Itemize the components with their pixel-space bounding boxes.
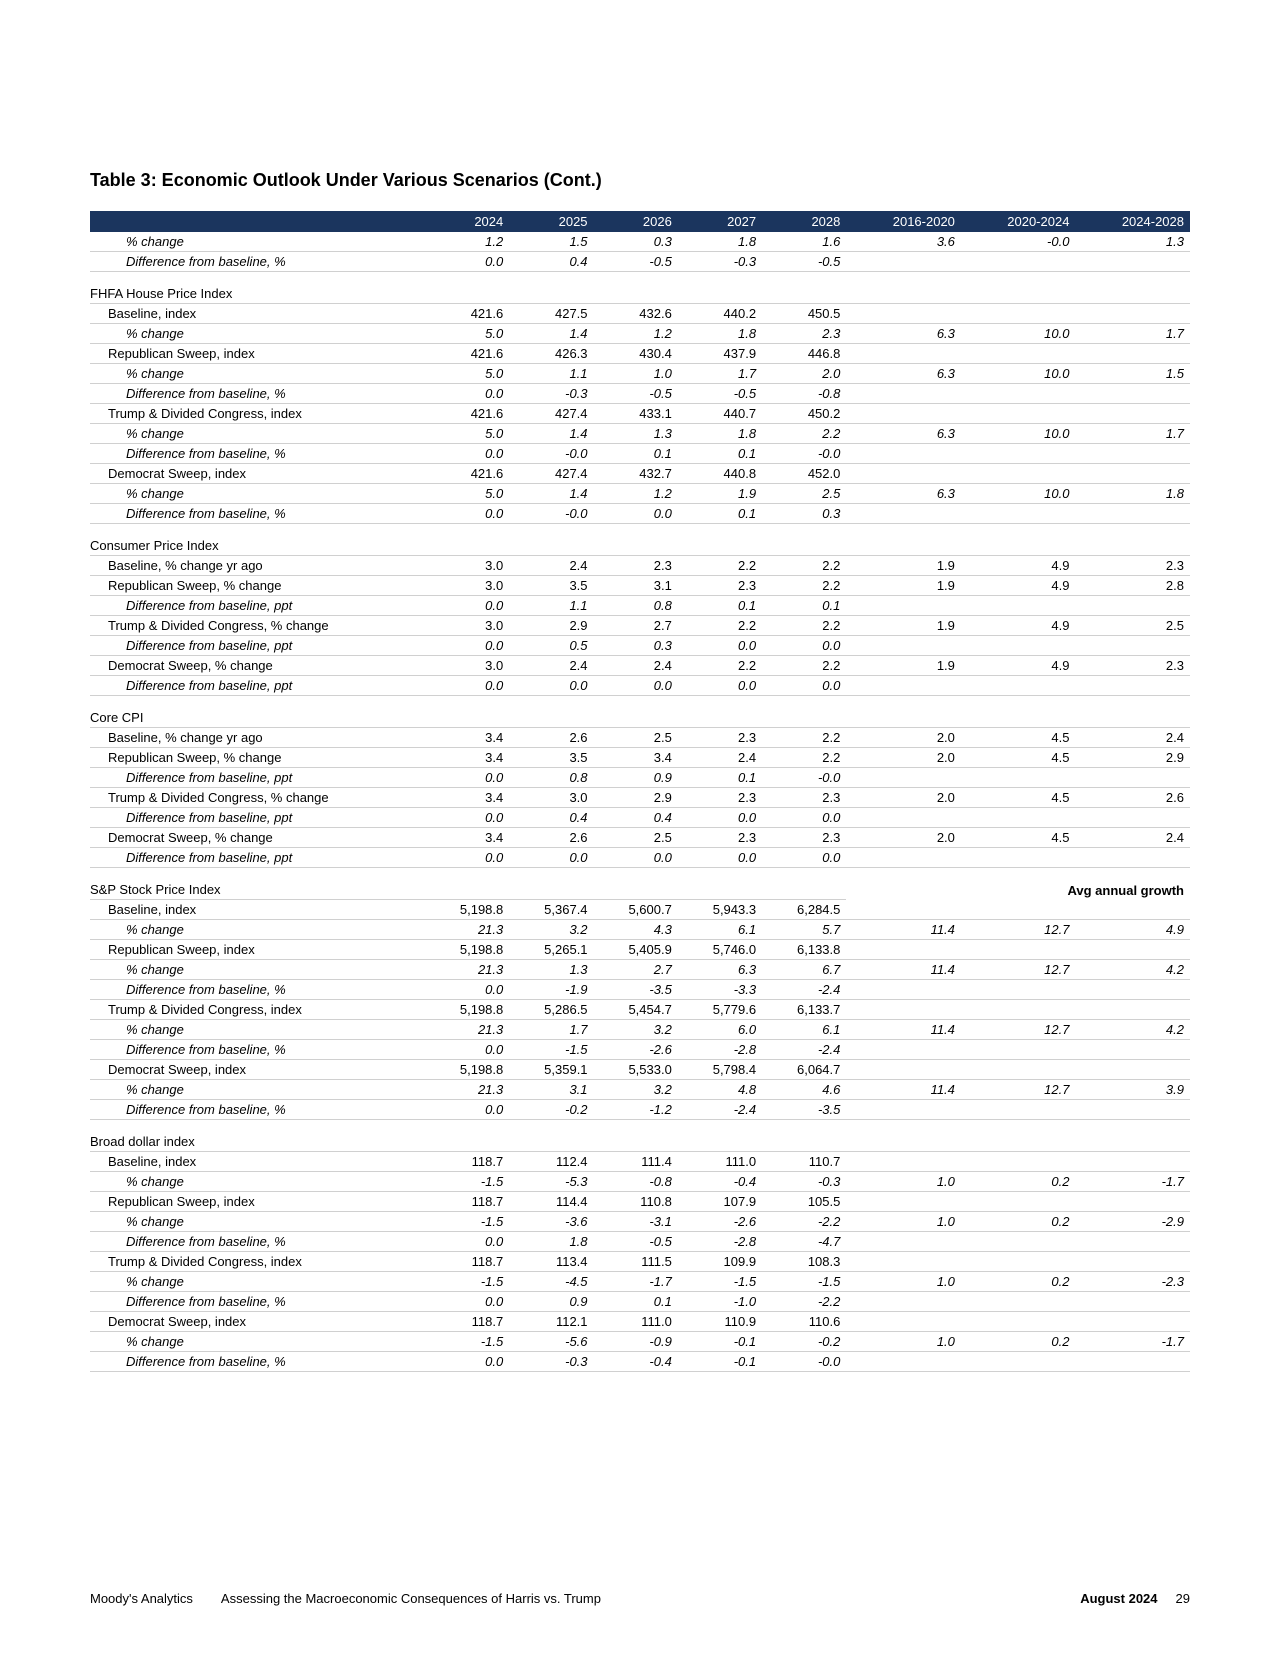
col-header: 2024-2028 [1075,211,1190,232]
table-row: Difference from baseline, %0.0-1.9-3.5-3… [90,980,1190,1000]
table-row: % change5.01.11.01.72.06.310.01.5 [90,364,1190,384]
table-row: % change-1.5-3.6-3.1-2.6-2.21.00.2-2.9 [90,1212,1190,1232]
table-row: % change21.31.32.76.36.711.412.74.2 [90,960,1190,980]
table-row: Republican Sweep, % change3.43.53.42.42.… [90,748,1190,768]
table-row: % change5.01.41.21.92.56.310.01.8 [90,484,1190,504]
col-header: 2024 [425,211,509,232]
table-row: Difference from baseline, ppt0.00.00.00.… [90,848,1190,868]
page: Table 3: Economic Outlook Under Various … [0,0,1280,1656]
section-head: FHFA House Price Index [90,284,1190,304]
section-head: Broad dollar index [90,1132,1190,1152]
table-row: Democrat Sweep, % change3.02.42.42.22.21… [90,656,1190,676]
col-header [90,211,425,232]
table-row: Difference from baseline, ppt0.00.50.30.… [90,636,1190,656]
col-header: 2026 [594,211,678,232]
table-row: % change-1.5-4.5-1.7-1.5-1.51.00.2-2.3 [90,1272,1190,1292]
table-row: Trump & Divided Congress, % change3.02.9… [90,616,1190,636]
table-row: % change21.31.73.26.06.111.412.74.2 [90,1020,1190,1040]
col-header: 2016-2020 [846,211,961,232]
table-row: % change5.01.41.21.82.36.310.01.7 [90,324,1190,344]
col-header: 2025 [509,211,593,232]
table-row: Baseline, index118.7112.4111.4111.0110.7 [90,1152,1190,1172]
table-row: Baseline, index5,198.85,367.45,600.75,94… [90,900,1190,920]
section-head: S&P Stock Price IndexAvg annual growth [90,880,1190,900]
economic-table: 2024 2025 2026 2027 2028 2016-2020 2020-… [90,211,1190,1372]
col-header: 2020-2024 [961,211,1076,232]
footer-doc: Assessing the Macroeconomic Consequences… [221,1591,601,1606]
table-row: Trump & Divided Congress, index118.7113.… [90,1252,1190,1272]
table-row: Republican Sweep, index5,198.85,265.15,4… [90,940,1190,960]
table-row: Republican Sweep, % change3.03.53.12.32.… [90,576,1190,596]
table-row: Difference from baseline, %0.0-0.3-0.4-0… [90,1352,1190,1372]
table-row: % change-1.5-5.3-0.8-0.4-0.31.00.2-1.7 [90,1172,1190,1192]
section-head: Core CPI [90,708,1190,728]
table-row: Difference from baseline, ppt0.01.10.80.… [90,596,1190,616]
table-body: % change1.21.50.31.81.63.6-0.01.3Differe… [90,232,1190,1372]
table-header-row: 2024 2025 2026 2027 2028 2016-2020 2020-… [90,211,1190,232]
col-header: 2028 [762,211,846,232]
table-row: Difference from baseline, %0.00.90.1-1.0… [90,1292,1190,1312]
table-row: Baseline, % change yr ago3.02.42.32.22.2… [90,556,1190,576]
table-row: % change-1.5-5.6-0.9-0.1-0.21.00.2-1.7 [90,1332,1190,1352]
table-row: Difference from baseline, ppt0.00.00.00.… [90,676,1190,696]
table-row: Difference from baseline, %0.01.8-0.5-2.… [90,1232,1190,1252]
table-row: Difference from baseline, ppt0.00.40.40.… [90,808,1190,828]
footer-brand: Moody's Analytics [90,1591,193,1606]
table-row: % change5.01.41.31.82.26.310.01.7 [90,424,1190,444]
table-row: Difference from baseline, %0.0-0.3-0.5-0… [90,384,1190,404]
footer-date: August 2024 [1080,1591,1157,1606]
table-row: Trump & Divided Congress, index5,198.85,… [90,1000,1190,1020]
table-row: Difference from baseline, %0.0-0.00.00.1… [90,504,1190,524]
table-row: Baseline, index421.6427.5432.6440.2450.5 [90,304,1190,324]
table-row: % change21.33.13.24.84.611.412.73.9 [90,1080,1190,1100]
footer-page: 29 [1176,1591,1190,1606]
table-row: Difference from baseline, %0.0-0.2-1.2-2… [90,1100,1190,1120]
table-row: Trump & Divided Congress, % change3.43.0… [90,788,1190,808]
table-row: Republican Sweep, index118.7114.4110.810… [90,1192,1190,1212]
table-row: % change21.33.24.36.15.711.412.74.9 [90,920,1190,940]
table-row: Democrat Sweep, % change3.42.62.52.32.32… [90,828,1190,848]
table-row: Difference from baseline, %0.00.4-0.5-0.… [90,252,1190,272]
table-title: Table 3: Economic Outlook Under Various … [90,170,1190,191]
table-row: Republican Sweep, index421.6426.3430.443… [90,344,1190,364]
col-header: 2027 [678,211,762,232]
table-row: Baseline, % change yr ago3.42.62.52.32.2… [90,728,1190,748]
table-row: Difference from baseline, %0.0-0.00.10.1… [90,444,1190,464]
table-row: Difference from baseline, %0.0-1.5-2.6-2… [90,1040,1190,1060]
table-row: Trump & Divided Congress, index421.6427.… [90,404,1190,424]
table-row: % change1.21.50.31.81.63.6-0.01.3 [90,232,1190,252]
table-row: Difference from baseline, ppt0.00.80.90.… [90,768,1190,788]
table-row: Democrat Sweep, index5,198.85,359.15,533… [90,1060,1190,1080]
section-head: Consumer Price Index [90,536,1190,556]
page-footer: Moody's Analytics Assessing the Macroeco… [90,1591,1190,1606]
table-row: Democrat Sweep, index421.6427.4432.7440.… [90,464,1190,484]
table-row: Democrat Sweep, index118.7112.1111.0110.… [90,1312,1190,1332]
side-label: Avg annual growth [846,880,1190,900]
